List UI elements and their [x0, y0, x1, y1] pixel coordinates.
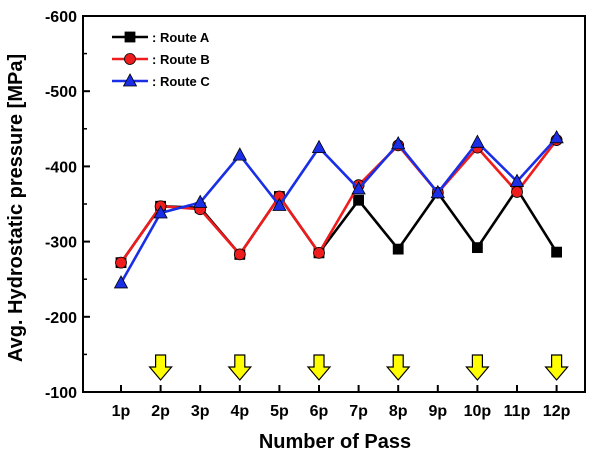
- data-point: [153, 205, 168, 219]
- down-arrow-8p: [385, 354, 411, 381]
- data-point: [392, 243, 404, 255]
- data-point: [113, 275, 129, 289]
- data-point: [509, 173, 525, 187]
- y-tick-label: -600: [45, 9, 77, 26]
- down-arrow-6p: [306, 354, 332, 381]
- axis-ticks: -100 -200 -300 -400 -500 -600 1p 2p 3p 4p 5p 6p 7p 8p…: [45, 9, 571, 420]
- data-point: [232, 147, 247, 161]
- x-axis-title: Number of Pass: [259, 431, 411, 453]
- data-point: [353, 194, 365, 206]
- x-tick-label: 5p: [270, 403, 289, 420]
- data-point: [471, 242, 483, 254]
- data-point: [233, 248, 246, 261]
- x-tick-label: 11p: [504, 403, 531, 420]
- y-tick-label: -300: [45, 235, 77, 252]
- series-line-2: [119, 136, 558, 284]
- data-point: [430, 184, 445, 199]
- legend-marker: [122, 73, 138, 87]
- data-point: [313, 246, 325, 259]
- down-arrow-2p: [148, 354, 173, 381]
- series-2: [113, 129, 564, 289]
- data-point: [351, 181, 366, 195]
- data-point: [511, 186, 523, 198]
- legend-label: : Route A: [152, 30, 210, 45]
- data-point: [272, 197, 287, 211]
- data-point: [551, 246, 562, 258]
- data-point: [311, 139, 327, 153]
- data-point: [549, 129, 564, 144]
- legend: : Route A : Route B : Route C: [112, 30, 210, 89]
- series-line-0: [119, 186, 558, 264]
- series-lines: [113, 129, 564, 289]
- down-arrow-4p: [227, 354, 253, 381]
- series-line-1: [119, 139, 558, 264]
- data-point: [193, 194, 208, 208]
- legend-marker: [124, 31, 136, 43]
- x-tick-label: 1p: [112, 403, 131, 420]
- data-point: [470, 134, 485, 148]
- x-tick-label: 10p: [464, 403, 492, 420]
- down-arrow-12p: [544, 354, 569, 381]
- y-tick-label: -100: [45, 385, 77, 402]
- legend-label: : Route C: [152, 74, 210, 89]
- series-1: [115, 134, 563, 269]
- y-tick-label: -500: [45, 84, 77, 101]
- down-arrow-10p: [465, 354, 490, 381]
- y-tick-label: -200: [45, 310, 77, 327]
- data-point: [391, 136, 406, 150]
- x-tick-label: 2p: [151, 403, 170, 420]
- annotation-arrows: [148, 354, 569, 381]
- x-tick-label: 9p: [428, 403, 447, 420]
- x-tick-label: 6p: [310, 403, 329, 420]
- x-tick-label: 7p: [349, 403, 368, 420]
- data-point: [115, 256, 127, 269]
- y-tick-label: -400: [45, 159, 77, 176]
- x-tick-label: 8p: [389, 403, 408, 420]
- x-tick-label: 3p: [191, 403, 210, 420]
- legend-marker: [124, 53, 136, 65]
- x-tick-label: 12p: [543, 403, 571, 420]
- series-0: [115, 183, 562, 269]
- y-axis-title: Avg. Hydrostatic pressure [MPa]: [5, 54, 27, 362]
- x-tick-label: 4p: [230, 403, 249, 420]
- legend-label: : Route B: [152, 52, 210, 67]
